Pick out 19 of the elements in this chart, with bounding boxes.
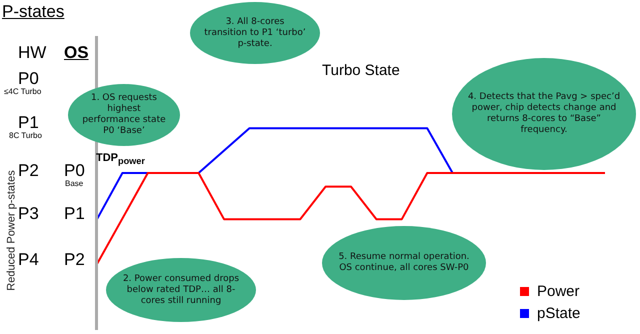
- text: P1: [64, 204, 85, 223]
- text: P0: [64, 161, 85, 180]
- text: Base: [65, 179, 84, 188]
- chart-title: P-states: [2, 2, 64, 22]
- text: Reduced Power p-states: [6, 169, 18, 293]
- text: HW: [18, 43, 46, 62]
- annotation: TDP$_{power}$: [96, 152, 145, 166]
- text: 8C Turbo: [9, 131, 42, 140]
- text: P1: [18, 113, 39, 132]
- text: Turbo State: [322, 62, 400, 79]
- text: P4: [18, 250, 39, 269]
- text: P0: [18, 69, 39, 88]
- text: P2: [64, 250, 85, 269]
- text: ≤4C Turbo: [4, 87, 42, 96]
- text: OS: [64, 43, 89, 62]
- text: P3: [18, 204, 39, 223]
- legend-label: Power: [537, 282, 580, 300]
- text: P2: [18, 161, 39, 180]
- legend-label: pState: [537, 304, 580, 322]
